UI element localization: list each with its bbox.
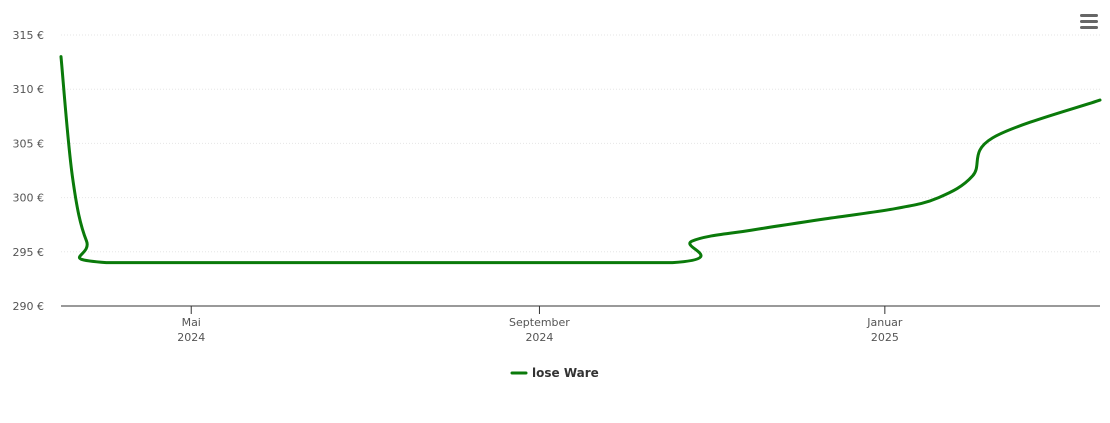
y-tick-label: 300 € (13, 192, 45, 205)
y-tick-label: 305 € (13, 137, 45, 150)
legend-label[interactable]: lose Ware (532, 366, 599, 380)
x-tick-label-month: Januar (866, 316, 903, 329)
legend[interactable]: lose Ware (510, 366, 599, 380)
y-tick-label: 310 € (13, 83, 45, 96)
series-line (59, 55, 1102, 265)
hamburger-menu-icon[interactable] (1080, 14, 1098, 29)
grid-lines (61, 34, 1100, 253)
x-tick-label-month: Mai (182, 316, 201, 329)
x-axis: Mai 2024 September 2024 Januar 2025 (177, 306, 903, 344)
y-tick-label: 315 € (13, 29, 45, 42)
y-tick-label: 290 € (13, 300, 45, 313)
x-tick-label-year: 2024 (525, 331, 553, 344)
y-tick-label: 295 € (13, 246, 45, 259)
x-tick-label-month: September (509, 316, 570, 329)
y-axis: 290 € 295 € 300 € 305 € 310 € 315 € (13, 29, 45, 313)
x-tick-label-year: 2024 (177, 331, 205, 344)
series-group (59, 55, 1102, 265)
x-tick-label-year: 2025 (871, 331, 899, 344)
